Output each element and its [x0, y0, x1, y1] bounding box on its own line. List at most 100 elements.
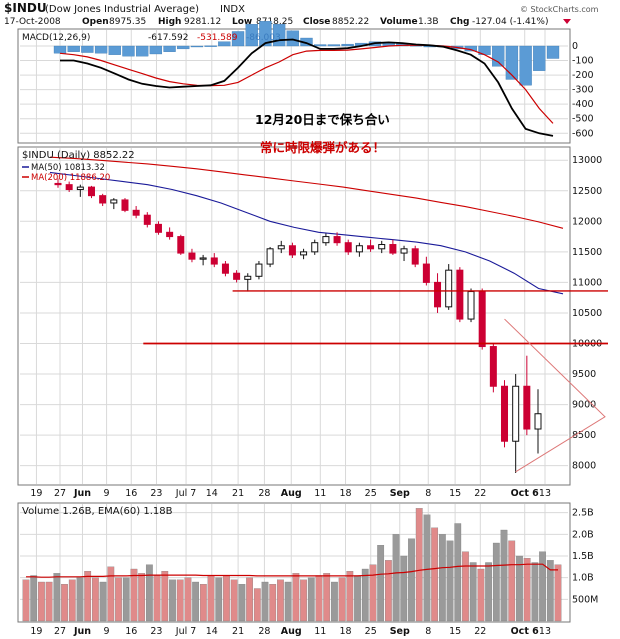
macd-tick-label: -400 [572, 99, 594, 110]
volume-bar [431, 527, 439, 622]
candle-body [467, 291, 475, 320]
volume-bar [300, 579, 307, 622]
candle-body [132, 209, 140, 216]
volume-bar [354, 575, 361, 622]
macd-histogram-bar [218, 41, 231, 47]
low-label: Low [232, 17, 252, 27]
candle-body [244, 275, 252, 280]
volume-bar [130, 568, 138, 622]
chg-value: -127.04 (-1.41%) [472, 17, 548, 27]
candle-body [221, 263, 229, 274]
quote-date: 17-Oct-2008 [4, 17, 61, 27]
volume-bar [169, 579, 176, 622]
volume-tick-label: 1.5B [572, 551, 594, 562]
x-tick-label: Oct 6 [511, 626, 540, 637]
volume-legend: Volume 1.26B, EMA(60) 1.18B [22, 506, 173, 517]
macd-histogram-bar [81, 45, 94, 53]
candle-body [512, 385, 520, 442]
x-tick-label: 22 [474, 626, 486, 637]
candle-body [355, 245, 363, 253]
volume-bar [261, 581, 269, 622]
macd-histogram-bar [163, 45, 176, 52]
ma200-line [49, 156, 564, 229]
macd-tick-label: -600 [572, 128, 594, 139]
volume-bar [277, 579, 284, 622]
volume-bar [115, 577, 122, 622]
down-arrow-icon [563, 19, 571, 24]
volume-bar [400, 555, 408, 622]
x-tick-label: Jun [73, 626, 91, 637]
volume-bar [508, 540, 516, 622]
ma50-line [49, 171, 564, 295]
x-tick-label: Jul 7 [175, 488, 197, 499]
low-value: 8718.25 [256, 17, 293, 27]
macd-histogram-bar [327, 44, 341, 47]
candle-body [255, 263, 263, 277]
candle-body [65, 184, 73, 191]
high-label: High [158, 17, 181, 27]
macd-histogram-bar [272, 24, 286, 47]
volume-bar [408, 538, 415, 622]
candle-body [110, 199, 118, 204]
x-tick-label: 8 [425, 488, 431, 499]
price-tick-label: 11000 [572, 277, 602, 288]
candle-body [478, 291, 486, 348]
candle-body [333, 236, 341, 244]
volume-bar [454, 523, 462, 622]
volume-tick-label: 2.0B [572, 529, 594, 540]
volume-bar [392, 534, 400, 622]
x-tick-label: 13 [539, 626, 551, 637]
volume-bar [122, 577, 130, 622]
candle-body [367, 245, 375, 250]
volume-bar [446, 540, 454, 622]
candle-body [378, 244, 386, 250]
volume-bar [523, 558, 531, 622]
x-tick-label: Oct 6 [511, 488, 540, 499]
macd-histogram-bar [190, 45, 204, 48]
volume-bar [84, 571, 92, 622]
volume-bar [38, 581, 45, 622]
candle-body [322, 236, 330, 244]
volume-bar [377, 545, 385, 622]
volume-bar [92, 577, 99, 622]
x-tick-label: Sep [390, 626, 410, 637]
x-tick-label: 15 [449, 488, 461, 499]
x-tick-label: 9 [104, 488, 110, 499]
candle-body [154, 223, 162, 233]
volume-bar [30, 575, 38, 622]
volume-bar [138, 573, 146, 622]
volume-bar [53, 573, 61, 622]
volume-bar [546, 560, 554, 622]
macd-histogram-bar [67, 45, 80, 52]
macd-histogram-bar [519, 45, 532, 86]
candle-body [210, 257, 218, 265]
x-tick-label: Aug [281, 626, 302, 637]
macd-line [60, 38, 554, 137]
x-tick-label: 11 [314, 626, 326, 637]
volume-bar [161, 571, 169, 622]
candle-body [177, 236, 185, 254]
x-tick-label: 16 [125, 626, 137, 637]
candle-body [121, 199, 129, 211]
x-tick-label: 19 [30, 626, 42, 637]
macd-legend-macd: -617.592 [148, 33, 188, 43]
candle-body [300, 251, 308, 256]
x-tick-label: Jul 7 [175, 626, 197, 637]
candle-body [344, 242, 352, 253]
x-tick-label: 9 [104, 626, 110, 637]
x-tick-label: 14 [206, 488, 218, 499]
volume-bar [238, 584, 246, 622]
volume-bar [331, 581, 338, 622]
candle-body [54, 182, 62, 186]
volume-ema-line [26, 563, 558, 578]
price-tick-label: 12500 [572, 186, 602, 197]
macd-histogram-bar [341, 43, 354, 47]
x-tick-label: 16 [125, 488, 137, 499]
macd-histogram-bar [231, 31, 245, 47]
macd-histogram-bar [136, 45, 149, 57]
volume-bar [539, 551, 546, 622]
volume-bar [516, 555, 523, 622]
candle-body [288, 245, 296, 256]
x-tick-label: 19 [30, 488, 42, 499]
price-legend-title: $INDU (Daily) 8852.22 [22, 150, 135, 161]
